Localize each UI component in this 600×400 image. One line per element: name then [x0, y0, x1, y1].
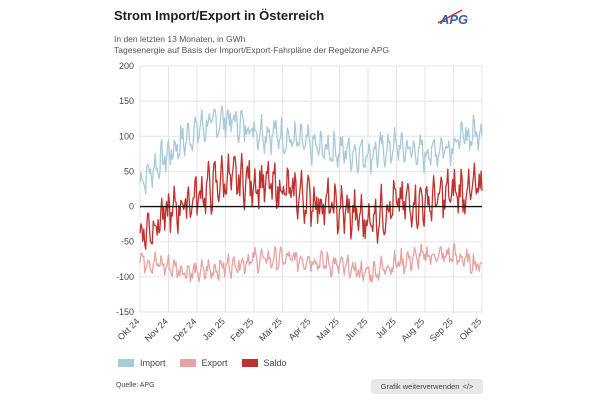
x-tick-label-0: Okt 24: [116, 316, 142, 342]
x-tick-label-8: Jun 25: [343, 316, 369, 342]
x-tick-label-4: Feb 25: [229, 316, 256, 343]
x-tick-label-11: Sep 25: [428, 316, 455, 343]
y-tick-label-100: 100: [119, 131, 134, 141]
x-tick-label-6: Apr 25: [287, 316, 313, 342]
legend-item-import[interactable]: Import: [118, 358, 166, 368]
x-tick-label-3: Jan 25: [201, 316, 227, 342]
y-tick-label--150: -150: [116, 307, 134, 317]
y-tick-label--50: -50: [121, 237, 134, 247]
reuse-graphic-label: Grafik weiterverwenden: [380, 382, 460, 391]
series-line-export: [139, 242, 483, 283]
legend-label-export: Export: [201, 358, 228, 368]
reuse-graphic-button[interactable]: Grafik weiterverwenden </>: [371, 379, 483, 394]
apg-logo: APG: [437, 9, 468, 27]
series-line-import: [139, 105, 483, 195]
chart-subtitle-period: In den letzten 13 Monaten, in GWh: [114, 34, 246, 44]
chart-subtitle-basis: Tagesenergie auf Basis der Import/Export…: [114, 45, 389, 55]
x-tick-label-2: Dez 24: [171, 316, 198, 343]
legend-item-export[interactable]: Export: [179, 358, 228, 368]
legend-label-saldo: Saldo: [263, 358, 287, 368]
legend-item-saldo[interactable]: Saldo: [241, 358, 287, 368]
legend-label-import: Import: [140, 358, 166, 368]
code-icon: </>: [462, 382, 474, 391]
legend-swatch-saldo: [241, 359, 258, 367]
source-note: Quelle: APG: [116, 382, 155, 389]
x-tick-label-10: Aug 25: [399, 316, 426, 343]
y-tick-label--100: -100: [116, 272, 134, 282]
legend-swatch-export: [179, 359, 196, 367]
y-tick-label-50: 50: [124, 166, 134, 176]
x-tick-label-7: Mai 25: [315, 316, 341, 342]
x-tick-label-9: Jul 25: [374, 316, 398, 340]
chart-legend: Import Export Saldo: [118, 358, 287, 368]
x-tick-label-12: Okt 25: [458, 316, 484, 342]
x-tick-label-1: Nov 24: [143, 316, 170, 343]
y-tick-label-200: 200: [119, 61, 134, 71]
y-tick-label-0: 0: [129, 202, 134, 212]
series-line-saldo: [139, 153, 483, 250]
chart-title: Strom Import/Export in Österreich: [114, 8, 325, 23]
y-tick-label-150: 150: [119, 96, 134, 106]
x-tick-label-5: Mär 25: [257, 316, 284, 343]
legend-swatch-import: [118, 359, 134, 367]
svg-text:APG: APG: [439, 12, 468, 27]
